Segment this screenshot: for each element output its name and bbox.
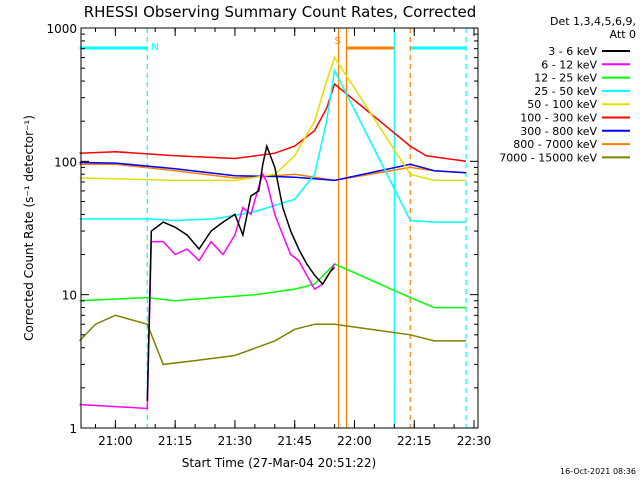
legend-label-25-50-kev: 25 - 50 keV — [534, 85, 597, 98]
y-tick-label: 1000 — [46, 22, 77, 36]
plot-area: NS — [78, 28, 467, 428]
flag-label-s: S — [335, 36, 341, 47]
series-line-25-50-kev — [79, 68, 466, 223]
series-line-12-25-kev — [79, 263, 466, 309]
series-line-3-6-kev — [146, 143, 336, 401]
plot-frame — [80, 27, 479, 429]
x-tick-label: 22:00 — [337, 434, 372, 448]
x-tick-label: 21:15 — [158, 434, 193, 448]
series-line-50-100-kev — [79, 55, 466, 182]
legend-label-12-25-kev: 12 - 25 keV — [534, 72, 597, 85]
legend-label-3-6-kev: 3 - 6 keV — [548, 45, 597, 58]
series-line-100-300-kev — [79, 82, 467, 163]
legend-header-line-2: Att 0 — [610, 28, 636, 41]
series-line-7000-15000-kev — [78, 314, 466, 366]
x-tick-label: 22:30 — [457, 434, 492, 448]
axes: 1 10 100 1000 21:00 21:15 21:30 21:45 22:00 22:15… — [46, 22, 491, 448]
y-axis-label: Corrected Count Rate (s⁻¹ detector⁻¹) — [22, 115, 36, 341]
legend-label-100-300-kev: 100 - 300 keV — [520, 112, 597, 125]
series-line-300-800-kev — [79, 161, 467, 182]
legend-label-6-12-kev: 6 - 12 keV — [541, 58, 597, 71]
x-tick-label: 21:45 — [277, 434, 312, 448]
y-tick-label: 100 — [54, 155, 77, 169]
series-line-6-12-kev — [79, 172, 336, 410]
y-tick-label: 10 — [62, 289, 77, 303]
timestamp: 16-Oct-2021 08:36 — [560, 467, 636, 476]
legend-label-800-7000-kev: 800 - 7000 keV — [513, 138, 597, 151]
series-line-800-7000-kev — [79, 163, 467, 182]
y-tick-label: 1 — [69, 422, 77, 436]
legend-header-line-1: Det 1,3,4,5,6,9, — [550, 15, 636, 28]
legend-label-300-800-kev: 300 - 800 keV — [520, 125, 597, 138]
legend-label-50-100-kev: 50 - 100 keV — [527, 98, 597, 111]
x-tick-label: 21:30 — [218, 434, 253, 448]
chart-title: RHESSI Observing Summary Count Rates, Co… — [84, 3, 477, 21]
x-axis-label: Start Time (27-Mar-04 20:51:22) — [182, 456, 376, 470]
x-tick-label: 22:15 — [397, 434, 432, 448]
legend-label-7000-15000-kev: 7000 - 15000 keV — [499, 151, 597, 164]
flag-label-n: N — [151, 42, 158, 53]
x-tick-label: 21:00 — [98, 434, 133, 448]
